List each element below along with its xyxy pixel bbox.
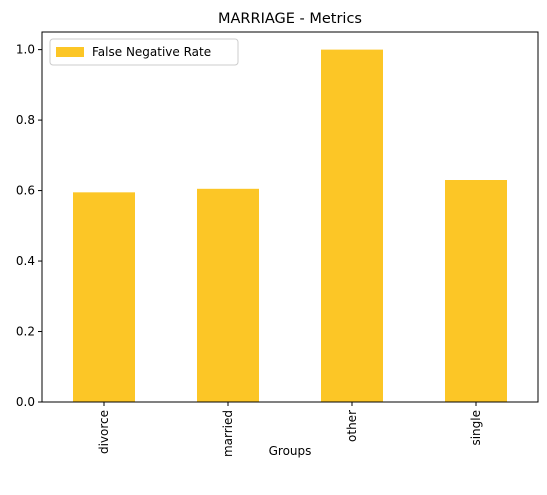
x-tick-label-married: married bbox=[221, 410, 235, 457]
bar-married bbox=[197, 188, 259, 402]
y-tick-label: 0.4 bbox=[16, 254, 35, 268]
y-tick-label: 0.2 bbox=[16, 325, 35, 339]
legend-label: False Negative Rate bbox=[92, 45, 211, 59]
axes-frame bbox=[41, 31, 539, 403]
legend-box bbox=[49, 38, 239, 66]
plot-area: 0.0 0.2 0.4 0.6 0.8 1.0 divorce married other sin… bbox=[16, 31, 539, 457]
bar-divorce bbox=[73, 192, 135, 402]
y-tick-label: 1.0 bbox=[16, 43, 35, 57]
chart-title: MARRIAGE - Metrics bbox=[218, 11, 362, 27]
legend-swatch bbox=[56, 47, 84, 57]
x-axis-label: Groups bbox=[269, 444, 312, 458]
bar-single bbox=[445, 180, 507, 402]
y-tick-label: 0.6 bbox=[16, 184, 35, 198]
x-tick-label-divorce: divorce bbox=[97, 410, 111, 454]
y-tick-label: 0.8 bbox=[16, 113, 35, 127]
y-tick-label: 0.0 bbox=[16, 395, 35, 409]
bar-other bbox=[321, 49, 383, 402]
x-tick-label-other: other bbox=[345, 410, 359, 442]
x-tick-label-single: single bbox=[469, 410, 483, 446]
